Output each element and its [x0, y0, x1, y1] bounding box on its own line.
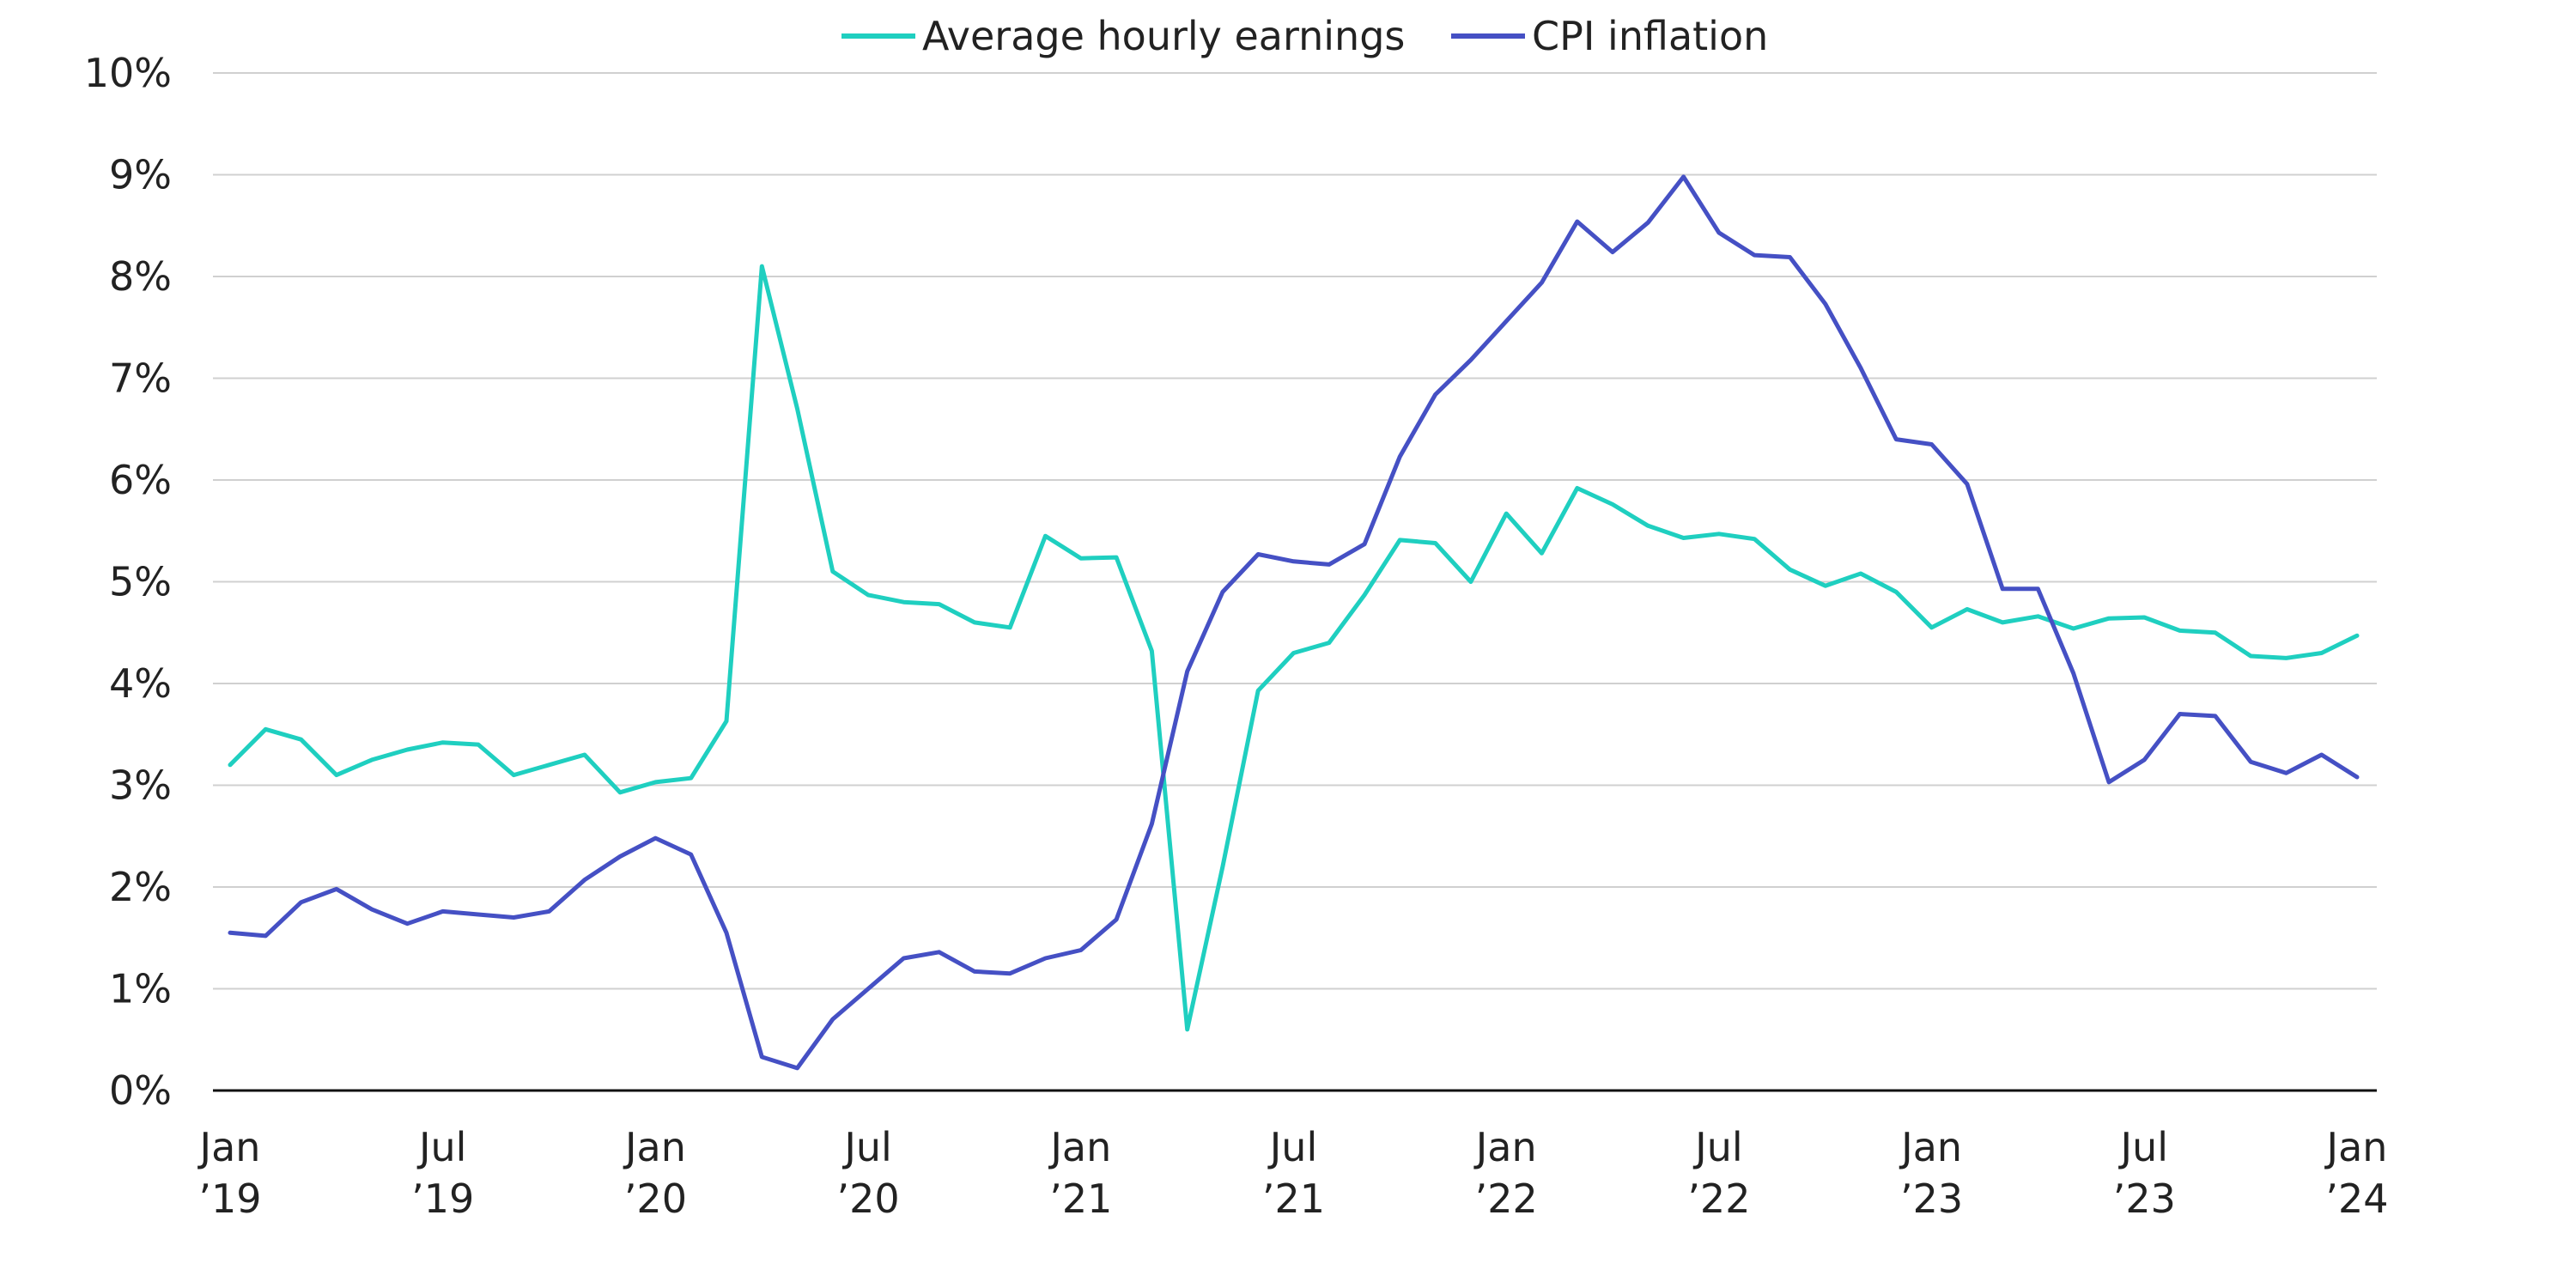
y-gridlines [213, 72, 2377, 990]
legend-item: Average hourly earnings [841, 13, 1405, 59]
x-tick-year: ’21 [1262, 1176, 1325, 1222]
x-tick-month: Jan [1473, 1124, 1537, 1170]
x-tick-year: ’23 [1900, 1176, 1963, 1222]
y-tick-label: 10% [84, 50, 172, 96]
legend-label: CPI inflation [1532, 13, 1768, 59]
x-tick-year: ’19 [411, 1176, 474, 1222]
x-tick-year: ’22 [1475, 1176, 1538, 1222]
x-tick-year: ’20 [837, 1176, 900, 1222]
x-tick-month: Jul [1692, 1124, 1743, 1170]
chart-legend: Average hourly earnings CPI inflation [841, 13, 1768, 59]
x-tick-month: Jan [197, 1124, 261, 1170]
x-tick-month: Jul [841, 1124, 892, 1170]
y-tick-label: 9% [109, 152, 172, 198]
x-tick-month: Jan [2324, 1124, 2388, 1170]
x-tick-year: ’21 [1049, 1176, 1112, 1222]
legend-item: CPI inflation [1451, 13, 1768, 59]
series-line-cpi-inflation [228, 174, 2360, 1071]
x-tick-label: Jan ’22 [1473, 1124, 1538, 1222]
x-tick-label: Jul ’20 [837, 1124, 900, 1222]
x-tick-year: ’19 [198, 1176, 261, 1222]
y-tick-label: 8% [109, 253, 172, 300]
series-line-average-hourly-earnings [228, 264, 2360, 1032]
x-tick-label: Jul ’19 [411, 1124, 474, 1222]
x-tick-month: Jul [1267, 1124, 1318, 1170]
x-tick-month: Jan [1899, 1124, 1962, 1170]
x-tick-month: Jan [1048, 1124, 1111, 1170]
x-tick-label: Jul ’22 [1687, 1124, 1750, 1222]
x-axis: Jan ’19 Jul ’19 Jan ’20 Jul ’20 Jan ’21 Jul ’21 Jan ’… [197, 1089, 2389, 1222]
y-axis: 0% 1% 2% 3% 4% 5% 6% 7% 8% 9% 10% [84, 50, 172, 1114]
y-tick-label: 4% [109, 660, 172, 707]
x-tick-label: Jan ’21 [1048, 1124, 1112, 1222]
legend-label: Average hourly earnings [922, 13, 1405, 59]
x-tick-year: ’22 [1687, 1176, 1750, 1222]
x-tick-label: Jan ’20 [623, 1124, 687, 1222]
x-tick-month: Jul [2118, 1124, 2169, 1170]
x-tick-label: Jul ’23 [2113, 1124, 2176, 1222]
y-tick-label: 1% [109, 966, 172, 1012]
x-tick-year: ’20 [624, 1176, 687, 1222]
y-tick-label: 5% [109, 559, 172, 605]
y-tick-label: 2% [109, 864, 172, 910]
x-tick-label: Jan ’19 [197, 1124, 262, 1222]
x-tick-month: Jan [623, 1124, 686, 1170]
x-tick-label: Jan ’24 [2324, 1124, 2389, 1222]
x-tick-month: Jul [416, 1124, 467, 1170]
chart-series [228, 174, 2360, 1071]
y-tick-label: 3% [109, 762, 172, 809]
y-tick-label: 7% [109, 355, 172, 402]
x-tick-label: Jul ’21 [1262, 1124, 1325, 1222]
y-tick-label: 0% [109, 1067, 172, 1114]
x-tick-label: Jan ’23 [1899, 1124, 1963, 1222]
x-tick-year: ’24 [2325, 1176, 2388, 1222]
y-tick-label: 6% [109, 457, 172, 503]
x-tick-year: ’23 [2113, 1176, 2176, 1222]
